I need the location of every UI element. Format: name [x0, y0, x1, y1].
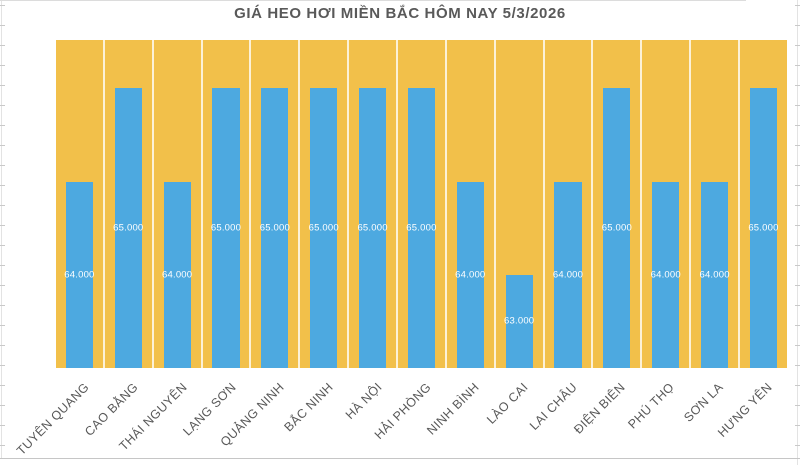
- category-slot: 65.000: [591, 40, 640, 368]
- worksheet-row-tick: [0, 325, 5, 326]
- worksheet-row-tick: [795, 205, 800, 206]
- worksheet-gridline-right: [797, 0, 798, 465]
- bar-value-label: 65.000: [113, 222, 144, 234]
- category-slot: 64.000: [444, 40, 494, 368]
- worksheet-row-tick: [0, 165, 5, 166]
- bar-value-label: 65.000: [259, 222, 290, 234]
- worksheet-row-tick: [795, 425, 800, 426]
- bar-lai-châu[interactable]: 64.000: [552, 181, 584, 368]
- bar-quảng-ninh[interactable]: 65.000: [259, 88, 290, 368]
- bar-value-label: 65.000: [210, 222, 242, 234]
- worksheet-row-tick: [795, 105, 800, 106]
- bar-hưng-yên[interactable]: 65.000: [748, 88, 779, 368]
- worksheet-row-tick: [0, 285, 5, 286]
- worksheet-row-tick: [0, 225, 5, 226]
- category-slot: 65.000: [102, 40, 152, 368]
- worksheet-row-tick: [0, 85, 5, 86]
- bar-bắc-ninh[interactable]: 65.000: [308, 88, 339, 368]
- worksheet-row-tick: [0, 345, 5, 346]
- worksheet-row-tick: [795, 245, 800, 246]
- bar-cao-bằng[interactable]: 65.000: [113, 88, 144, 368]
- worksheet-row-tick: [0, 185, 5, 186]
- bar-lào-cai[interactable]: 63.000: [504, 274, 535, 368]
- bar-hải-phòng[interactable]: 65.000: [406, 88, 437, 368]
- worksheet-row-tick: [795, 385, 800, 386]
- worksheet-gridline-left: [1, 0, 2, 458]
- bar-value-label: 64.000: [699, 269, 730, 281]
- worksheet-row-tick: [795, 445, 800, 446]
- worksheet-row-tick: [0, 445, 5, 446]
- bar-phú-thọ[interactable]: 64.000: [650, 181, 681, 368]
- bar-hà-nội[interactable]: 65.000: [357, 88, 388, 368]
- worksheet-gridline-bottom: [0, 458, 800, 459]
- worksheet-row-tick: [0, 145, 5, 146]
- worksheet-row-tick: [795, 265, 800, 266]
- bar-value-label: 65.000: [601, 222, 633, 234]
- category-slot: 64.000: [689, 40, 738, 368]
- worksheet-row-tick: [795, 85, 800, 86]
- worksheet-row-tick: [0, 245, 5, 246]
- worksheet-row-tick: [0, 305, 5, 306]
- worksheet-row-tick: [0, 365, 5, 366]
- worksheet-row-tick: [795, 25, 800, 26]
- worksheet-row-tick: [0, 5, 5, 6]
- worksheet-row-tick: [795, 145, 800, 146]
- plot-area: 64.000 65.000 64.000 65.000 65.000 65.000 65.0…: [56, 40, 787, 368]
- category-slot: 65.000: [738, 40, 787, 368]
- bar-value-label: 63.000: [504, 315, 535, 327]
- worksheet-row-tick: [795, 225, 800, 226]
- category-slot: 65.000: [298, 40, 347, 368]
- bar-sơn-la[interactable]: 64.000: [699, 181, 730, 368]
- bar-value-label: 64.000: [650, 269, 681, 281]
- worksheet-row-tick: [795, 185, 800, 186]
- bar-ninh-bình[interactable]: 64.000: [455, 181, 486, 368]
- bar-thái-nguyên[interactable]: 64.000: [162, 181, 193, 368]
- category-slot: 64.000: [542, 40, 592, 368]
- bar-value-label: 64.000: [162, 269, 193, 281]
- bar-điện-biên[interactable]: 65.000: [601, 88, 633, 368]
- worksheet-row-tick: [0, 25, 5, 26]
- category-slot: 64.000: [151, 40, 201, 368]
- worksheet-row-tick: [795, 165, 800, 166]
- worksheet-row-tick: [795, 405, 800, 406]
- worksheet-row-tick: [0, 425, 5, 426]
- bar-lạng-sơn[interactable]: 65.000: [210, 88, 242, 368]
- bar-tuyên-quang[interactable]: 64.000: [64, 181, 95, 368]
- worksheet-row-tick: [795, 285, 800, 286]
- worksheet-row-tick: [0, 45, 5, 46]
- bar-value-label: 65.000: [406, 222, 437, 234]
- bar-value-label: 64.000: [455, 269, 486, 281]
- worksheet-row-tick: [795, 45, 800, 46]
- worksheet-row-tick: [0, 125, 5, 126]
- category-slot: 63.000: [493, 40, 543, 368]
- worksheet-row-tick: [0, 265, 5, 266]
- bar-value-label: 65.000: [748, 222, 779, 234]
- category-slot: 64.000: [56, 40, 103, 368]
- x-axis-labels: TUYÊN QUANG CAO BẰNG THÁI NGUYÊN LẠNG SƠN QU…: [14, 368, 787, 460]
- bar-value-label: 65.000: [308, 222, 339, 234]
- worksheet-row-tick: [0, 105, 5, 106]
- bar-value-label: 64.000: [64, 269, 95, 281]
- category-slot: 65.000: [249, 40, 298, 368]
- bar-value-label: 64.000: [552, 269, 584, 281]
- category-slot: 65.000: [200, 40, 250, 368]
- worksheet-row-tick: [0, 385, 5, 386]
- worksheet-row-tick: [795, 125, 800, 126]
- chart-title[interactable]: GIÁ HEO HƠI MIỀN BẮC HÔM NAY 5/3/2026: [234, 5, 566, 22]
- category-slot: 64.000: [640, 40, 689, 368]
- category-slot: 65.000: [347, 40, 396, 368]
- worksheet-row-tick: [795, 325, 800, 326]
- worksheet-row-tick: [795, 5, 800, 6]
- worksheet-row-tick: [795, 65, 800, 66]
- category-slot: 65.000: [396, 40, 445, 368]
- worksheet-row-tick: [795, 305, 800, 306]
- worksheet-row-tick: [0, 405, 5, 406]
- worksheet-gridline-top: [0, 0, 746, 1]
- worksheet-row-tick: [795, 345, 800, 346]
- worksheet-row-tick: [795, 365, 800, 366]
- worksheet-row-tick: [0, 65, 5, 66]
- worksheet-row-tick: [0, 205, 5, 206]
- bar-value-label: 65.000: [357, 222, 388, 234]
